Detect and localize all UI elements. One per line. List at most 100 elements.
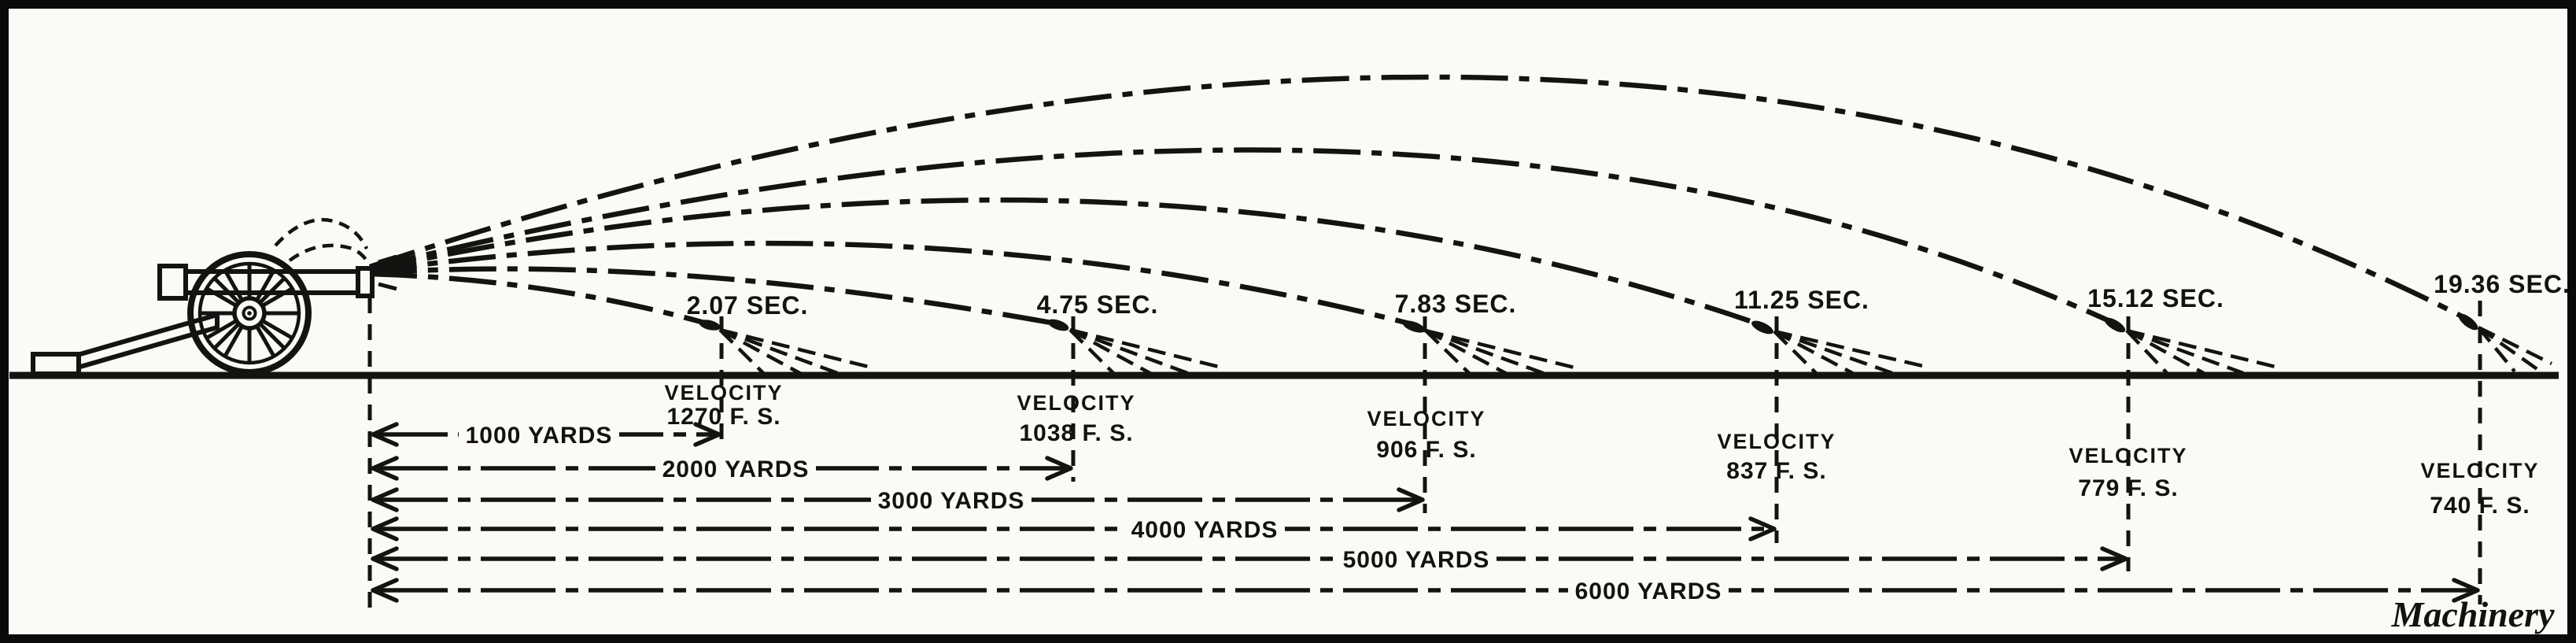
left-arrowhead-icon <box>371 456 399 481</box>
time-labels: 2.07 SEC. 4.75 SEC. 7.83 SEC. 11.25 SEC.… <box>687 270 2570 320</box>
trajectory-arcs <box>368 74 2471 329</box>
left-arrowhead-icon <box>371 546 399 571</box>
fragment-line <box>1773 330 1858 377</box>
label-mask <box>655 456 816 480</box>
impact-points <box>699 313 2552 377</box>
impact-4000yd <box>1751 320 1927 377</box>
trajectory-1000yd <box>369 271 710 327</box>
velocity-word: VELOCITY <box>1717 430 1836 453</box>
velocity-label-5000yd: VELOCITY 779 F. S. <box>2069 444 2187 501</box>
time-label-6000yd: 19.36 SEC. <box>2434 270 2570 298</box>
trail-spade <box>31 352 81 376</box>
impact-2000yd <box>1047 319 1226 377</box>
dimension-row-1000yd: 1000 YARDS <box>371 422 722 449</box>
right-arrowhead-icon <box>2100 546 2128 571</box>
dimension-row-6000yd: 6000 YARDS <box>371 578 2480 604</box>
fragment-line <box>719 327 876 371</box>
impact-3000yd <box>1402 320 1581 377</box>
impact-6000yd <box>2458 313 2552 373</box>
time-label-1000yd: 2.07 SEC. <box>687 291 809 320</box>
left-arrowhead-icon <box>371 487 399 512</box>
fragment-line <box>1068 328 1156 377</box>
trajectory-5000yd <box>369 147 2118 327</box>
shell-dot <box>2104 317 2126 333</box>
time-label-5000yd: 15.12 SEC. <box>2087 284 2224 312</box>
velocity-value: 740 F. S. <box>2430 493 2530 519</box>
label-mask <box>871 488 1032 512</box>
right-arrowhead-icon <box>2452 578 2480 603</box>
right-arrowhead-icon <box>1045 456 1073 481</box>
fragment-line <box>2477 326 2540 371</box>
fragment-line <box>1424 329 1511 377</box>
velocity-label-4000yd: VELOCITY 837 F. S. <box>1717 430 1836 484</box>
left-arrowhead-icon <box>371 516 399 541</box>
fragment-line <box>2477 326 2516 373</box>
credit-signature: Machinery <box>2391 594 2556 634</box>
velocity-label-3000yd: VELOCITY 906 F. S. <box>1367 407 1485 463</box>
velocity-label-2000yd: VELOCITY 1038 F. S. <box>1017 391 1135 446</box>
shell-dot <box>1402 320 1426 333</box>
hub-pin <box>247 311 252 316</box>
shell-dot <box>1047 319 1069 331</box>
fragment-line <box>2125 329 2209 377</box>
trajectory-4000yd <box>369 197 1766 329</box>
velocity-word: VELOCITY <box>1017 391 1135 415</box>
range-label: 5000 YARDS <box>1343 547 1490 573</box>
velocity-word: VELOCITY <box>1367 407 1485 431</box>
velocity-value: 837 F. S. <box>1726 458 1826 484</box>
label-mask <box>1568 578 1729 602</box>
velocity-word: VELOCITY <box>664 381 783 405</box>
fragment-line <box>1425 328 1581 371</box>
velocity-value: 906 F. S. <box>1376 437 1476 463</box>
fragment-line <box>718 328 806 377</box>
velocity-value: 1270 F. S. <box>666 404 781 430</box>
wheel-rim-outer <box>187 251 312 375</box>
velocity-word: VELOCITY <box>2420 459 2539 482</box>
time-label-4000yd: 11.25 SEC. <box>1734 286 1869 314</box>
range-label: 4000 YARDS <box>1131 517 1279 543</box>
dimension-row-3000yd: 3000 YARDS <box>371 487 1425 514</box>
range-label: 6000 YARDS <box>1575 578 1722 604</box>
field-gun <box>31 218 400 376</box>
shell-dot <box>1751 320 1773 334</box>
velocity-labels: VELOCITY 1270 F. S. VELOCITY 1038 F. S. … <box>664 381 2539 519</box>
flash-outline-lower <box>288 243 371 266</box>
range-label: 1000 YARDS <box>466 423 613 449</box>
right-arrowhead-icon <box>693 422 722 447</box>
impact-1000yd <box>699 320 876 377</box>
muzzle <box>356 266 375 298</box>
trajectory-3000yd <box>369 240 1416 328</box>
label-mask <box>1336 547 1497 571</box>
fragment-line <box>2125 329 2170 376</box>
fragment-line <box>1068 328 1116 376</box>
breech-block <box>157 264 188 301</box>
left-arrowhead-icon <box>371 422 399 447</box>
fragment-line <box>1773 329 1927 369</box>
fragment-line <box>2126 328 2276 369</box>
range-dimension-rows: 1000 YARDS 2000 YARDS 3000 YARDS 4000 YA… <box>371 422 2480 604</box>
label-mask <box>1124 517 1285 541</box>
fragment-line <box>1773 329 1893 375</box>
time-label-2000yd: 4.75 SEC. <box>1037 290 1159 319</box>
dimension-row-4000yd: 4000 YARDS <box>371 516 1777 543</box>
label-mask <box>459 423 619 446</box>
muzzle-flash <box>274 218 400 291</box>
trajectory-2000yd <box>369 266 1061 327</box>
dimension-row-2000yd: 2000 YARDS <box>371 456 1073 482</box>
velocity-word: VELOCITY <box>2069 444 2187 467</box>
fragment-line <box>2126 328 2244 375</box>
right-arrowhead-icon <box>1397 487 1425 512</box>
fragment-line <box>1773 330 1819 376</box>
shell-dot <box>699 320 721 331</box>
shell-dot <box>2458 313 2478 331</box>
velocity-value: 779 F. S. <box>2078 475 2178 501</box>
blast-dashes <box>378 254 400 291</box>
dimension-row-5000yd: 5000 YARDS <box>371 546 2128 573</box>
fragment-line <box>2478 325 2552 366</box>
velocity-label-1000yd: VELOCITY 1270 F. S. <box>664 381 783 430</box>
fragment-line <box>719 327 840 376</box>
range-label: 2000 YARDS <box>662 456 810 482</box>
left-arrowhead-icon <box>371 578 399 603</box>
